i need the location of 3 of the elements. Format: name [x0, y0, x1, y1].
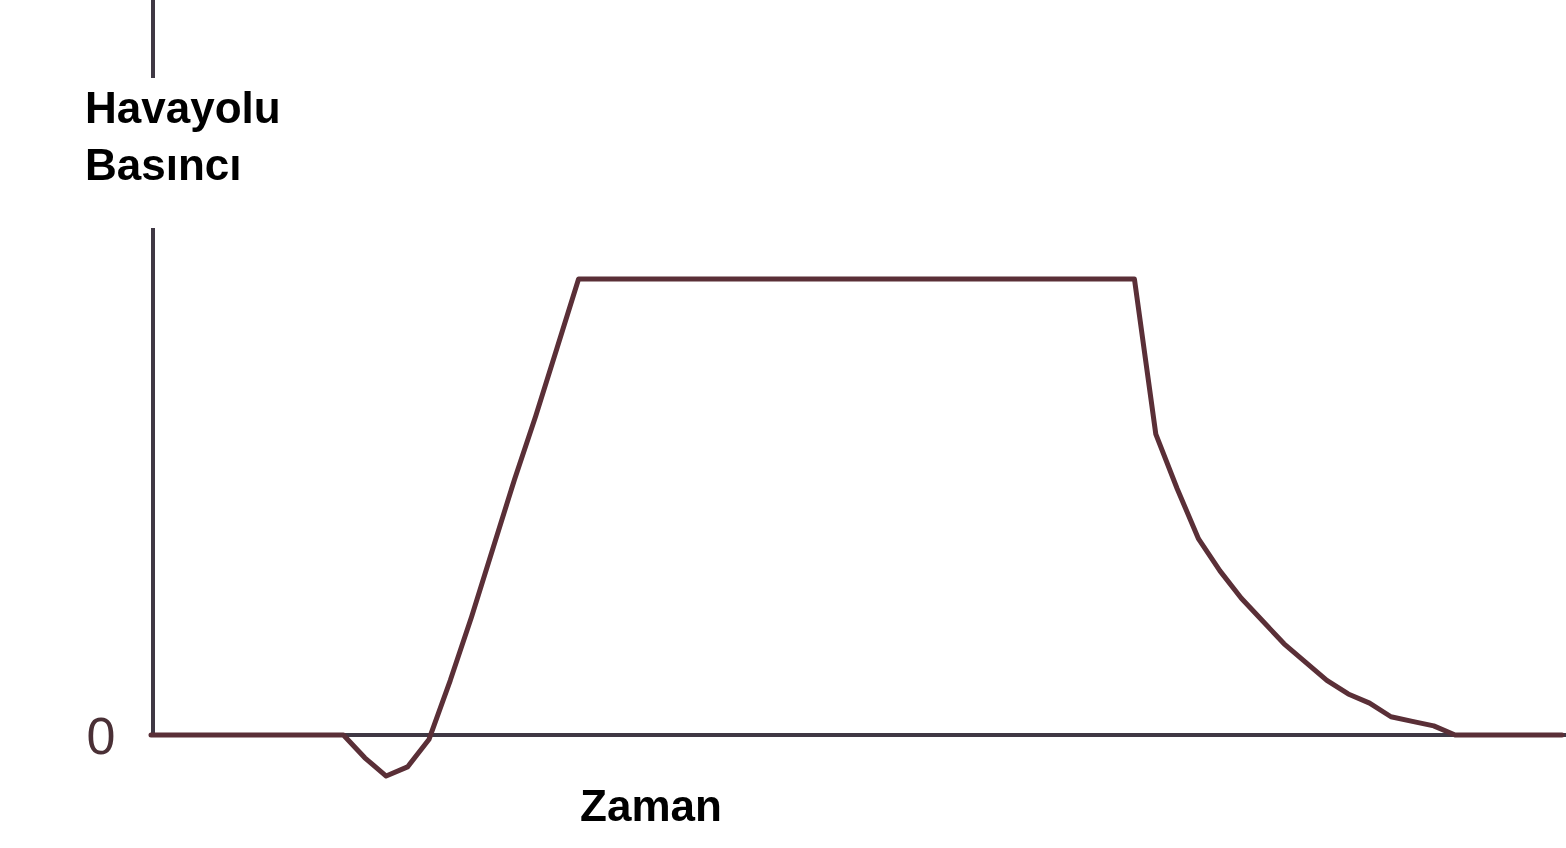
- y-axis-title: Havayolu Basıncı: [85, 83, 281, 189]
- text: 0: [86, 707, 116, 765]
- x-axis-title: Zaman: [580, 781, 722, 830]
